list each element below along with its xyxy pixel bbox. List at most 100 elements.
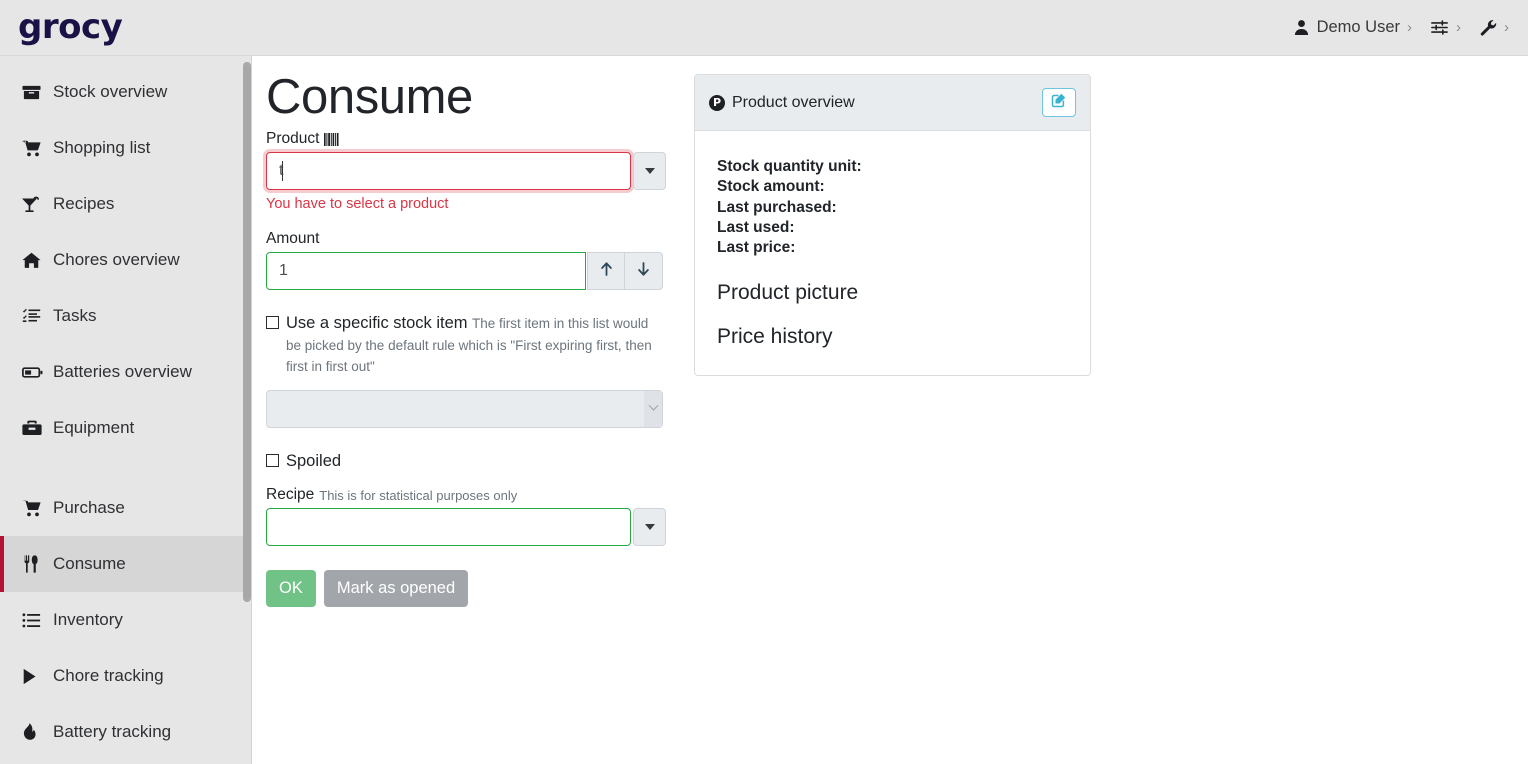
recipe-label: Recipe This is for statistical purposes … (266, 486, 518, 504)
amount-label: Amount (266, 230, 320, 247)
chevron-right-icon: › (1504, 19, 1509, 36)
ok-button[interactable]: OK (266, 570, 316, 607)
overview-row: Stock quantity unit: (717, 158, 862, 175)
home-icon (22, 252, 48, 269)
recipe-input-group (266, 508, 666, 547)
stock-item-select[interactable] (266, 389, 663, 428)
chevron-down-icon (644, 390, 662, 427)
sidebar-item-label: Battery tracking (53, 722, 172, 741)
app-brand-logo[interactable]: grocy (18, 6, 123, 47)
sidebar-item-label: Shopping list (53, 138, 151, 157)
chevron-right-icon: › (1456, 19, 1461, 36)
product-overview-body: Stock quantity unit: Stock amount: Last … (695, 131, 1090, 375)
arrow-up-icon (599, 261, 614, 282)
barcode-icon[interactable] (324, 132, 339, 146)
caret-down-icon (644, 168, 655, 174)
overview-row: Last price: (717, 239, 796, 257)
sidebar-item-inventory[interactable]: Inventory (0, 592, 252, 648)
overview-row: Last used: (717, 218, 795, 236)
spoiled-label: Spoiled (286, 451, 342, 470)
page-title: Consume (266, 70, 473, 124)
sidebar-scrollbar[interactable] (243, 62, 251, 602)
overview-row: Last purchased: (717, 198, 837, 216)
sidebar-item-tasks[interactable]: Tasks (0, 288, 252, 344)
sidebar-item-label: Chores overview (53, 250, 180, 269)
amount-input[interactable] (266, 252, 586, 290)
product-circle-icon: P (709, 94, 725, 111)
product-overview-title-group: P Product overview (709, 94, 855, 112)
sidebar-item-purchase[interactable]: Purchase (0, 480, 252, 536)
recipe-dropdown-button[interactable] (633, 508, 666, 547)
overview-row: Stock amount: (717, 178, 825, 196)
spoiled-checkbox[interactable] (266, 453, 279, 467)
wrench-icon (1479, 19, 1497, 36)
consume-form: Product (266, 130, 666, 607)
sidebar-item-stock-overview[interactable]: Stock overview (0, 64, 252, 120)
topnav-user-menu[interactable]: Demo User › (1284, 0, 1421, 55)
specific-stock-item-row: Use a specific stock item The first item… (266, 312, 666, 378)
product-picture-heading: Product picture (717, 281, 859, 305)
sidebar-item-recipes[interactable]: Recipes (0, 176, 252, 232)
sidebar-item-chore-tracking[interactable]: Chore tracking (0, 648, 252, 704)
play-icon (22, 668, 48, 685)
top-navigation: Demo User › › › (1284, 0, 1518, 55)
topnav-user-label: Demo User (1316, 18, 1400, 36)
specific-stock-item-label: Use a specific stock item (286, 314, 468, 332)
shopping-cart-icon (22, 139, 48, 157)
product-label: Product (266, 130, 666, 148)
battery-icon (22, 366, 48, 379)
amount-input-group (266, 252, 666, 290)
list-icon (22, 612, 48, 628)
edit-square-icon (1051, 92, 1067, 113)
sliders-icon (1430, 19, 1449, 36)
sidebar-item-batteries-overview[interactable]: Batteries overview (0, 344, 252, 400)
sidebar-item-label: Chore tracking (53, 666, 164, 685)
utensils-icon (22, 555, 48, 573)
price-history-heading: Price history (717, 324, 833, 348)
tasks-icon (22, 308, 48, 324)
sidebar: Stock overview Shopping list (0, 56, 252, 764)
caret-down-icon (644, 524, 655, 531)
spoiled-row: Spoiled (266, 450, 666, 472)
shopping-cart-icon (22, 499, 48, 517)
recipe-input[interactable] (266, 508, 631, 547)
form-actions: OK Mark as opened (266, 570, 666, 607)
product-overview-title: Product overview (732, 93, 855, 111)
product-edit-button[interactable] (1042, 88, 1076, 117)
product-error-message: You have to select a product (266, 196, 449, 212)
sidebar-item-label: Tasks (53, 306, 97, 325)
amount-decrement-button[interactable] (625, 252, 663, 290)
sidebar-item-chores-overview[interactable]: Chores overview (0, 232, 252, 288)
recipe-field-group: Recipe This is for statistical purposes … (266, 486, 666, 547)
recipe-hint: This is for statistical purposes only (319, 487, 518, 503)
specific-stock-item-checkbox[interactable] (266, 316, 279, 329)
sidebar-item-shopping-list[interactable]: Shopping list (0, 120, 252, 176)
fire-icon (22, 723, 48, 741)
amount-increment-button[interactable] (587, 252, 625, 290)
specific-stock-item-hint: The first item in this list would be pic… (286, 316, 652, 375)
sidebar-item-battery-tracking[interactable]: Battery tracking (0, 704, 252, 760)
topnav-tools-menu[interactable]: › (1470, 0, 1518, 55)
product-overview-card: P Product overview Stock quantity unit: … (694, 74, 1091, 376)
user-icon (1293, 19, 1310, 36)
sidebar-divider-gap (0, 456, 252, 480)
sidebar-divider (251, 56, 252, 764)
product-overview-header: P Product overview (695, 75, 1090, 131)
main-content: Consume Product (252, 56, 1528, 764)
product-field-group: Product (266, 130, 666, 212)
product-input[interactable] (266, 152, 631, 190)
mark-as-opened-button[interactable]: Mark as opened (323, 570, 469, 607)
toolbox-icon (22, 420, 48, 436)
product-dropdown-button[interactable] (633, 152, 666, 190)
sidebar-item-equipment[interactable]: Equipment (0, 400, 252, 456)
sidebar-item-label: Stock overview (53, 82, 168, 101)
arrow-down-icon (636, 261, 651, 282)
cocktail-icon (22, 195, 48, 213)
topnav-settings-menu[interactable]: › (1421, 0, 1470, 55)
sidebar-item-label: Consume (53, 554, 126, 573)
sidebar-item-consume[interactable]: Consume (0, 536, 252, 592)
sidebar-item-label: Equipment (53, 418, 135, 437)
box-icon (22, 84, 48, 101)
sidebar-item-label: Purchase (53, 498, 125, 517)
amount-field-group: Amount (266, 230, 666, 290)
